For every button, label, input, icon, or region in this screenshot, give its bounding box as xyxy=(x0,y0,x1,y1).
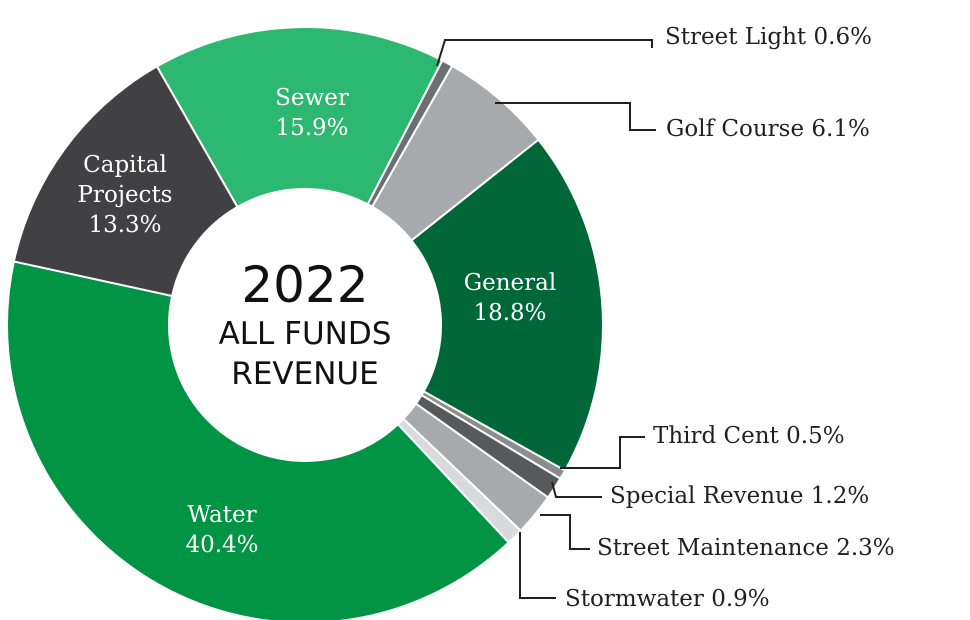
slice-label: Capital Projects 13.3% xyxy=(65,150,185,240)
slice-label: General 18.8% xyxy=(464,268,556,328)
label-value: 0.9% xyxy=(711,586,769,612)
label-part: General xyxy=(463,270,557,296)
label-part: Sewer xyxy=(275,85,349,111)
leader-line xyxy=(495,102,656,131)
label-value: 6.1% xyxy=(811,116,869,142)
leader-line xyxy=(519,532,556,599)
label-part: Capital Projects xyxy=(77,152,173,208)
slice xyxy=(6,260,511,620)
slice-label: Water 40.4% xyxy=(185,500,258,560)
label-part: 18.8% xyxy=(473,300,547,326)
slice xyxy=(12,65,239,298)
slice-label: Sewer 15.9% xyxy=(275,83,349,143)
center-line: REVENUE xyxy=(231,356,379,392)
leader-line xyxy=(560,436,645,469)
slice-label: Golf Course 6.1% xyxy=(666,116,870,142)
label-value: 0.6% xyxy=(814,24,872,50)
leader-line xyxy=(436,39,653,67)
label-name: Street Maintenance xyxy=(597,535,829,561)
slice xyxy=(410,138,604,472)
center-label: 2022 ALL FUNDS REVENUE xyxy=(219,256,392,394)
leader-line xyxy=(540,514,590,550)
label-part: 40.4% xyxy=(185,532,259,558)
label-part: Water xyxy=(187,502,257,528)
slice-label: Third Cent 0.5% xyxy=(653,423,845,449)
label-value: 1.2% xyxy=(811,483,869,509)
label-name: Special Revenue xyxy=(610,483,803,509)
label-name: Stormwater xyxy=(565,586,704,612)
slice-label: Street Maintenance 2.3% xyxy=(597,535,895,561)
label-name: Street Light xyxy=(665,24,807,50)
leader-line xyxy=(551,481,602,498)
slice-label: Street Light 0.6% xyxy=(665,24,872,50)
slice-label: Special Revenue 1.2% xyxy=(610,483,869,509)
label-part: 13.3% xyxy=(88,212,162,238)
slice-label: Stormwater 0.9% xyxy=(565,586,770,612)
label-value: 0.5% xyxy=(786,423,844,449)
label-name: Golf Course xyxy=(666,116,804,142)
label-value: 2.3% xyxy=(836,535,894,561)
label-name: Third Cent xyxy=(653,423,780,449)
label-part: 15.9% xyxy=(275,115,349,141)
slice xyxy=(155,26,444,209)
center-line: ALL FUNDS xyxy=(218,316,392,352)
center-year: 2022 xyxy=(241,256,369,314)
